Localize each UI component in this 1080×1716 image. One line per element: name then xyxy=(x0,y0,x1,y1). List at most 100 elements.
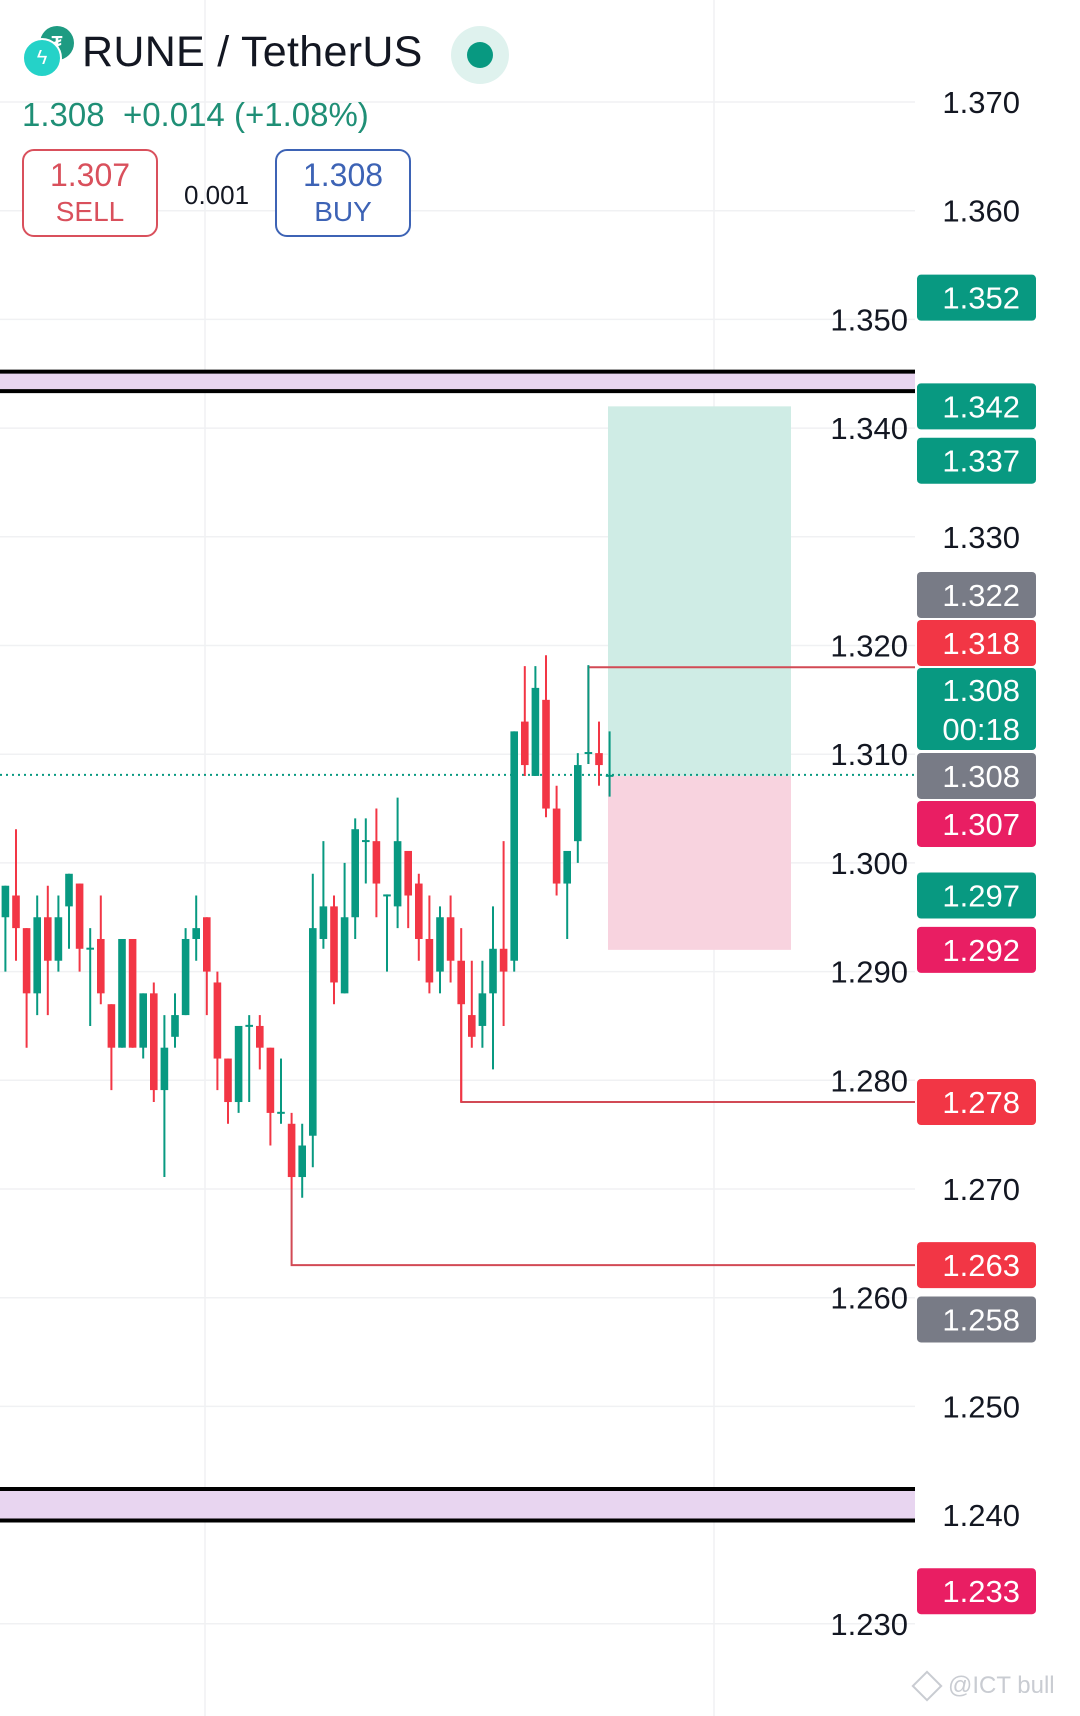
price-badge-label: 1.308 xyxy=(942,759,1020,794)
price-badge-label: 1.337 xyxy=(942,444,1020,479)
candle-body xyxy=(362,840,370,843)
symbol-title-row[interactable]: ₮ ϟ RUNE / TetherUS xyxy=(22,26,423,78)
market-status-indicator xyxy=(451,26,509,84)
price-badge xyxy=(917,1242,1036,1289)
price-axis-label: 1.330 xyxy=(942,520,1020,555)
price-badge-label: 1.292 xyxy=(942,933,1020,968)
price-change: +0.014 (+1.08%) xyxy=(122,96,369,133)
price-badge-label: 1.318 xyxy=(942,626,1020,661)
bar-countdown: 00:18 xyxy=(942,712,1020,747)
candle-body xyxy=(499,948,508,972)
candle-body xyxy=(54,917,63,961)
candle-body xyxy=(97,938,105,994)
price-badge xyxy=(917,872,1036,919)
candle-body xyxy=(277,1111,285,1114)
candle-body xyxy=(224,1058,232,1103)
price-badge xyxy=(917,800,1036,847)
candle-body xyxy=(128,938,137,1048)
symbol-title: RUNE / TetherUS xyxy=(82,27,423,76)
candle-body xyxy=(266,1047,275,1113)
price-badge xyxy=(917,572,1036,618)
candle-body xyxy=(33,917,41,994)
horizontal-ray xyxy=(290,1189,915,1267)
watermark-text: @ICT bull xyxy=(948,1672,1055,1699)
candle-body xyxy=(340,917,349,994)
long-position-profit-zone xyxy=(608,406,791,776)
candle-body xyxy=(12,895,20,929)
candle-body xyxy=(372,841,381,884)
candle-body xyxy=(605,774,614,777)
candle-body xyxy=(595,753,603,766)
price-badge-label: 1.233 xyxy=(942,1574,1020,1609)
candle-body xyxy=(171,1015,179,1037)
price-badge-label: 1.258 xyxy=(942,1302,1020,1337)
candle-body xyxy=(192,928,200,939)
price-badge-label: 1.263 xyxy=(942,1248,1020,1283)
price-axis-label: 1.290 xyxy=(830,955,908,990)
candle-body xyxy=(457,960,465,1005)
price-axis-label: 1.310 xyxy=(830,737,908,772)
candle-body xyxy=(489,948,497,994)
candle-body xyxy=(436,917,444,972)
coin-pair-icon: ₮ ϟ xyxy=(22,26,74,78)
candle-body xyxy=(478,993,487,1026)
price-axis-label: 1.250 xyxy=(942,1389,1020,1424)
candle-body xyxy=(330,906,338,983)
candle-body xyxy=(181,938,190,1016)
price-badge xyxy=(917,1296,1036,1343)
candle-body xyxy=(213,982,222,1059)
price-axis-label: 1.270 xyxy=(942,1172,1020,1207)
candle-body xyxy=(139,993,147,1048)
price-axis-label: 1.280 xyxy=(830,1063,908,1098)
candle-body xyxy=(425,938,434,983)
candle-body xyxy=(574,765,582,842)
candle-body xyxy=(309,928,317,1136)
price-axis-label: 1.320 xyxy=(830,629,908,664)
last-price-badge xyxy=(917,668,1036,750)
candle-body xyxy=(256,1025,264,1048)
candle-body xyxy=(383,894,391,897)
buy-button[interactable]: 1.308 BUY xyxy=(275,149,411,237)
price-badge-label: 1.352 xyxy=(942,281,1020,316)
candle-body xyxy=(234,1025,243,1103)
price-badge xyxy=(917,274,1036,321)
candle-body xyxy=(510,731,518,961)
price-axis-label: 1.300 xyxy=(830,846,908,881)
candle-body xyxy=(584,752,593,755)
candle-body xyxy=(351,829,359,918)
price-axis-label: 1.370 xyxy=(942,85,1020,120)
candle-body xyxy=(160,1047,169,1091)
candle-body xyxy=(65,873,73,907)
price-axis-label: 1.340 xyxy=(830,411,908,446)
last-price: 1.308 xyxy=(22,96,105,133)
price-badge xyxy=(917,437,1036,484)
candle-body xyxy=(118,938,126,1048)
candle-body xyxy=(404,850,412,896)
price-badge xyxy=(917,1568,1036,1615)
price-badge-label: 1.278 xyxy=(942,1085,1020,1120)
spread-value: 0.001 xyxy=(184,180,250,210)
price-badge xyxy=(917,1079,1036,1126)
price-axis-label: 1.350 xyxy=(830,302,908,337)
binance-logo-icon xyxy=(911,1670,943,1702)
candle-body xyxy=(542,699,550,809)
sell-label: SELL xyxy=(55,196,125,227)
candle-body xyxy=(468,1015,476,1037)
candle-body xyxy=(298,1145,306,1178)
sell-button[interactable]: 1.307 SELL xyxy=(22,149,158,237)
watermark: @ICT bull xyxy=(911,1670,1055,1702)
buy-label: BUY xyxy=(314,196,372,227)
zone-fill xyxy=(0,371,915,392)
candle-body xyxy=(22,928,31,994)
candle-body xyxy=(319,906,328,939)
candle-body xyxy=(521,721,529,766)
symbol-header: ₮ ϟ RUNE / TetherUS 1.308 +0.014 (+1.08%… xyxy=(0,0,560,250)
price-axis-label: 1.230 xyxy=(830,1607,908,1642)
sell-price: 1.307 xyxy=(49,157,131,193)
price-badge-label: 1.322 xyxy=(942,578,1020,613)
price-badge-label: 1.307 xyxy=(942,807,1020,842)
price-badge xyxy=(917,383,1036,430)
candle-body xyxy=(44,917,52,961)
price-badge-label: 1.342 xyxy=(942,389,1020,424)
